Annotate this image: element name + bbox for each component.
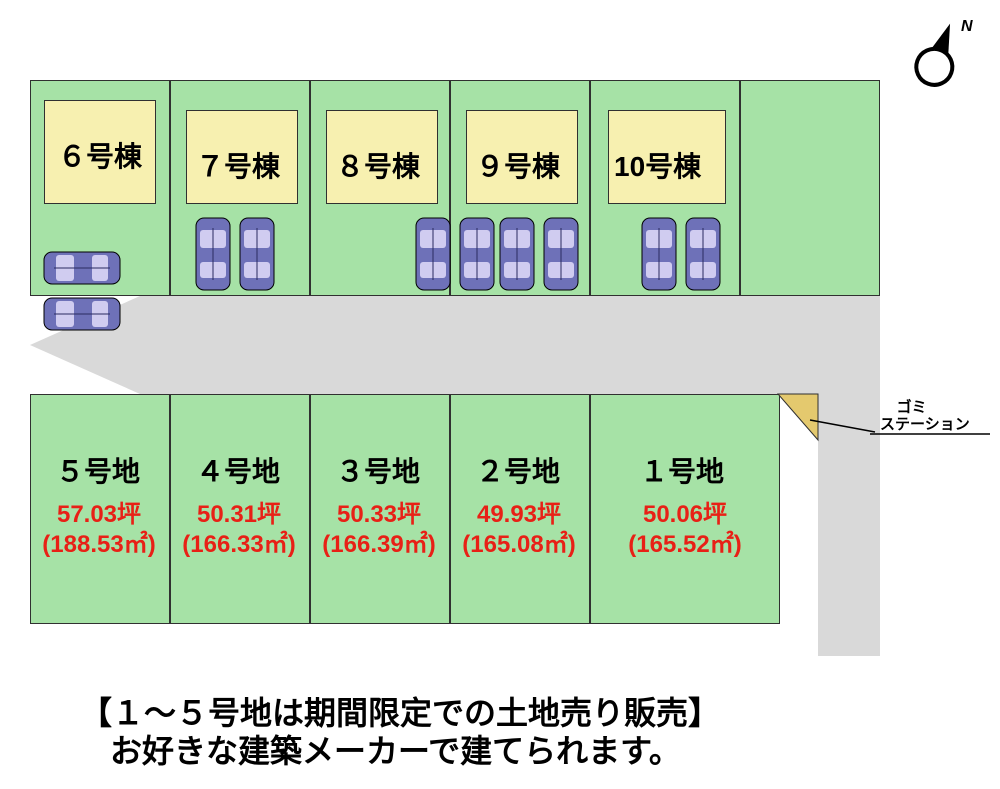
lot-5-area: 57.03坪(188.53㎡) — [24, 500, 174, 560]
car-icon — [542, 216, 580, 297]
car-icon — [42, 250, 122, 291]
lot-2-area: 49.93坪(165.08㎡) — [444, 500, 594, 560]
lot-10-label: 10号棟 — [614, 145, 701, 185]
car-icon — [238, 216, 276, 297]
footer-line-2: お好きな建築メーカーで建てられます。 — [110, 726, 681, 772]
lot-4-label: ４号地 — [196, 450, 280, 490]
svg-text:N: N — [961, 18, 973, 35]
car-icon — [684, 216, 722, 297]
car-icon — [414, 216, 452, 297]
lot-3-area: 50.33坪(166.39㎡) — [304, 500, 454, 560]
compass-icon: N — [895, 15, 975, 95]
car-icon — [498, 216, 536, 297]
car-icon — [640, 216, 678, 297]
lot-2-label: ２号地 — [476, 450, 560, 490]
car-icon — [42, 296, 122, 337]
gomi-station-label: ゴミステーション — [880, 400, 970, 433]
lot-8-label: ８号棟 — [336, 145, 420, 185]
lot-4-area: 50.31坪(166.33㎡) — [164, 500, 314, 560]
site-plan-canvas: ６号棟 ７号棟 ８号棟 ９号棟 10号棟 ５号地 57.03坪(188.53㎡) ４号地 50.… — [0, 0, 1000, 789]
upper-green-extent — [740, 80, 880, 296]
car-icon — [194, 216, 232, 297]
lot-1-area: 50.06坪(165.52㎡) — [610, 500, 760, 560]
lot-6-label: ６号棟 — [58, 135, 142, 175]
lot-7-label: ７号棟 — [196, 145, 280, 185]
car-icon — [458, 216, 496, 297]
lot-1-label: １号地 — [640, 450, 724, 490]
lot-9-label: ９号棟 — [476, 145, 560, 185]
lot-3-label: ３号地 — [336, 450, 420, 490]
lot-5-label: ５号地 — [56, 450, 140, 490]
